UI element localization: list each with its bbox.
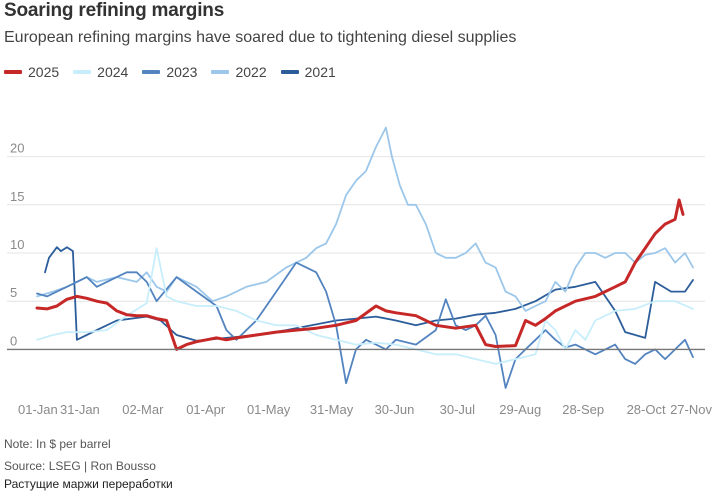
legend-swatch-2021 xyxy=(280,70,299,74)
legend-item-2023: 2023 xyxy=(142,64,197,80)
x-tick-label: 01-Jan xyxy=(18,402,58,417)
x-tick-label: 31-Jan xyxy=(60,402,100,417)
series-line-2024 xyxy=(36,247,694,365)
source-text: Source: LSEG | Ron Bousso xyxy=(4,459,156,473)
x-tick-label: 31-May xyxy=(310,402,354,417)
legend-swatch-2024 xyxy=(73,70,92,74)
legend-item-2021: 2021 xyxy=(280,64,336,80)
chart-subtitle: European refining margins have soared du… xyxy=(4,29,517,46)
y-tick-label: 0 xyxy=(10,333,17,348)
legend-label-2021: 2021 xyxy=(304,64,336,80)
x-tick-label: 28-Sep xyxy=(562,402,604,417)
legend-swatch-2022 xyxy=(211,70,230,74)
legend-item-2022: 2022 xyxy=(211,64,267,80)
legend: 2025 2024 2023 2022 2021 xyxy=(4,64,336,80)
y-tick-label: 10 xyxy=(10,237,24,252)
legend-label-2025: 2025 xyxy=(28,64,60,80)
series-line-2022 xyxy=(36,126,694,312)
x-tick-label: 29-Aug xyxy=(499,402,541,417)
series-line-2021 xyxy=(44,246,694,342)
x-tick-label: 01-May xyxy=(247,402,291,417)
caption-text: Растущие маржи переработки xyxy=(4,477,173,491)
series-line-2025 xyxy=(35,198,685,351)
legend-swatch-2025 xyxy=(4,70,22,74)
x-tick-label: 30-Jun xyxy=(375,402,415,417)
x-tick-label: 02-Mar xyxy=(122,402,164,417)
y-tick-label: 15 xyxy=(10,189,24,204)
x-tick-label: 27-Nov xyxy=(670,402,712,417)
x-tick-label: 01-Apr xyxy=(186,402,226,417)
legend-item-2024: 2024 xyxy=(73,64,128,80)
legend-label-2023: 2023 xyxy=(166,64,198,80)
x-tick-label: 28-Oct xyxy=(627,402,666,417)
legend-label-2024: 2024 xyxy=(97,64,129,80)
chart-title: Soaring refining margins xyxy=(4,0,225,21)
y-tick-label: 20 xyxy=(10,141,24,156)
legend-label-2022: 2022 xyxy=(235,64,267,80)
legend-swatch-2023 xyxy=(142,70,161,74)
y-tick-label: 5 xyxy=(10,285,17,300)
note-text: Note: In $ per barrel xyxy=(4,437,111,451)
x-tick-label: 30-Jul xyxy=(440,402,476,417)
legend-item-2025: 2025 xyxy=(4,64,59,80)
